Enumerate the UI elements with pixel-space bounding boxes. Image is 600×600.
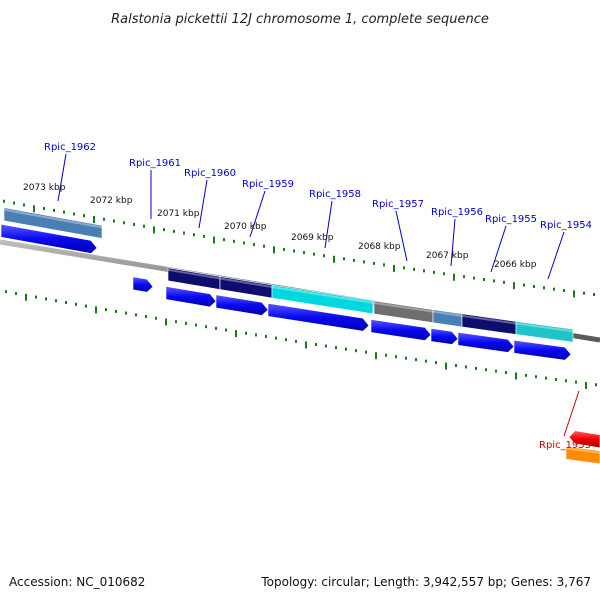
gene-label-rpic-1962[interactable]: Rpic_1962 xyxy=(44,142,96,153)
kbp-label: 2071 kbp xyxy=(157,209,200,219)
gene-arrow[interactable] xyxy=(267,302,370,332)
kbp-label: 2067 kbp xyxy=(426,251,469,261)
leader-line xyxy=(57,153,67,202)
gene-label-rpic-1960[interactable]: Rpic_1960 xyxy=(184,168,236,179)
kbp-labels: 2073 kbp 2072 kbp 2071 kbp 2070 kbp 2069… xyxy=(23,183,537,270)
gene-label-rpic-1956[interactable]: Rpic_1956 xyxy=(431,207,483,218)
gene-label-rpic-1953[interactable]: Rpic_1953 xyxy=(539,440,591,451)
leader-line xyxy=(563,390,580,437)
gene-label-rpic-1958[interactable]: Rpic_1958 xyxy=(309,189,361,200)
gene-arrow[interactable] xyxy=(215,294,269,316)
cog-block-highlight xyxy=(271,286,374,304)
gene-label-rpic-1959[interactable]: Rpic_1959 xyxy=(242,179,294,190)
leader-line xyxy=(547,231,565,280)
cog-block xyxy=(3,207,103,239)
cog-block xyxy=(271,284,374,315)
cog-block-highlight xyxy=(515,322,574,333)
gene-arrow[interactable] xyxy=(457,331,515,353)
leader-line xyxy=(395,210,408,262)
topology-text: Topology: circular; Length: 3,942,557 bp… xyxy=(260,575,591,589)
gene-labels: Rpic_1962 Rpic_1961 Rpic_1960 Rpic_1959 … xyxy=(44,142,592,451)
kbp-label: 2069 kbp xyxy=(291,233,334,243)
cog-block-highlight xyxy=(3,208,103,229)
gene-label-rpic-1955[interactable]: Rpic_1955 xyxy=(485,214,537,225)
kbp-label: 2068 kbp xyxy=(358,242,401,252)
gene-arrow[interactable] xyxy=(132,276,154,293)
cog-block-highlight xyxy=(373,301,434,313)
gene-arrow[interactable] xyxy=(370,319,432,341)
gene-arrow[interactable] xyxy=(0,223,98,254)
gene-label-rpic-1961[interactable]: Rpic_1961 xyxy=(129,158,181,169)
kbp-label: 2072 kbp xyxy=(90,196,133,206)
gene-label-rpic-1957[interactable]: Rpic_1957 xyxy=(372,199,424,210)
leader-line xyxy=(490,225,507,273)
leader-line xyxy=(324,200,333,249)
tick-marks-outer xyxy=(3,199,595,298)
cog-block-highlight xyxy=(565,447,600,454)
gene-arrow[interactable] xyxy=(165,286,217,308)
leader-line xyxy=(198,179,208,229)
leader-line xyxy=(249,190,266,238)
label-leader-lines xyxy=(57,153,580,437)
cog-block xyxy=(515,321,574,343)
cog-block-highlight xyxy=(432,310,463,317)
cog-category-track xyxy=(3,207,600,465)
gene-label-rpic-1954[interactable]: Rpic_1954 xyxy=(540,220,592,231)
kbp-label: 2066 kbp xyxy=(494,260,537,270)
gene-arrow[interactable] xyxy=(513,339,572,361)
leader-line xyxy=(450,218,456,267)
tick-marks-inner xyxy=(5,290,597,389)
cog-block-highlight xyxy=(461,314,517,325)
accession-text: Accession: NC_010682 xyxy=(9,575,145,589)
kbp-label: 2070 kbp xyxy=(224,222,267,232)
cog-block-highlight xyxy=(167,268,221,280)
map-title: Ralstonia pickettii 12J chromosome 1, co… xyxy=(111,12,489,27)
gene-arrow[interactable] xyxy=(430,328,459,345)
kbp-label: 2073 kbp xyxy=(23,183,66,193)
cog-block-highlight xyxy=(219,277,273,288)
gene-arrow-reverse[interactable] xyxy=(568,430,600,449)
cog-block xyxy=(565,445,600,465)
gene-track xyxy=(0,223,600,449)
